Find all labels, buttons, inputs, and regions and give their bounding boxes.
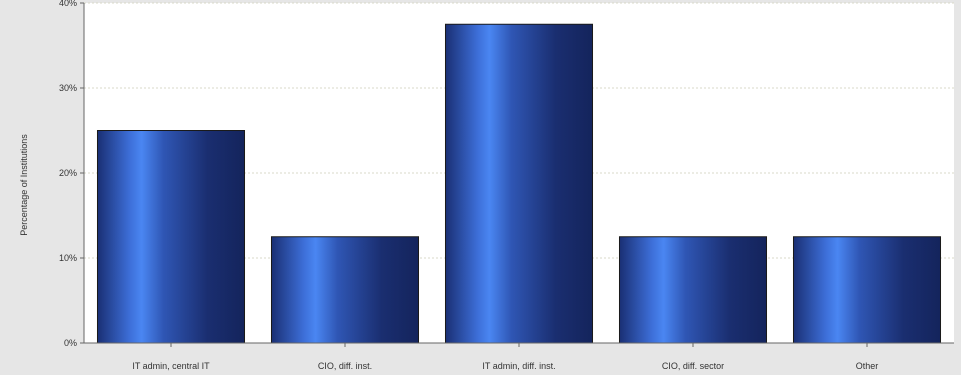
y-tick-label: 20% [59,168,77,178]
y-tick-label: 30% [59,83,77,93]
bar [792,236,942,344]
x-axis-labels: IT admin, central IT CIO, diff. inst. IT a… [132,343,878,371]
bar [270,236,420,344]
x-tick-label: Other [856,361,879,371]
bar [444,23,594,344]
y-axis-title: Percentage of Institutions [19,134,29,236]
bar [96,130,246,344]
bar [618,236,768,344]
y-axis-ticks: 0% 10% 20% 30% 40% [59,0,84,348]
x-tick-label: IT admin, central IT [132,361,210,371]
x-tick-label: IT admin, diff. inst. [482,361,555,371]
y-tick-label: 40% [59,0,77,8]
y-tick-label: 0% [64,338,77,348]
y-tick-label: 10% [59,253,77,263]
x-tick-label: CIO, diff. sector [662,361,724,371]
x-tick-label: CIO, diff. inst. [318,361,372,371]
